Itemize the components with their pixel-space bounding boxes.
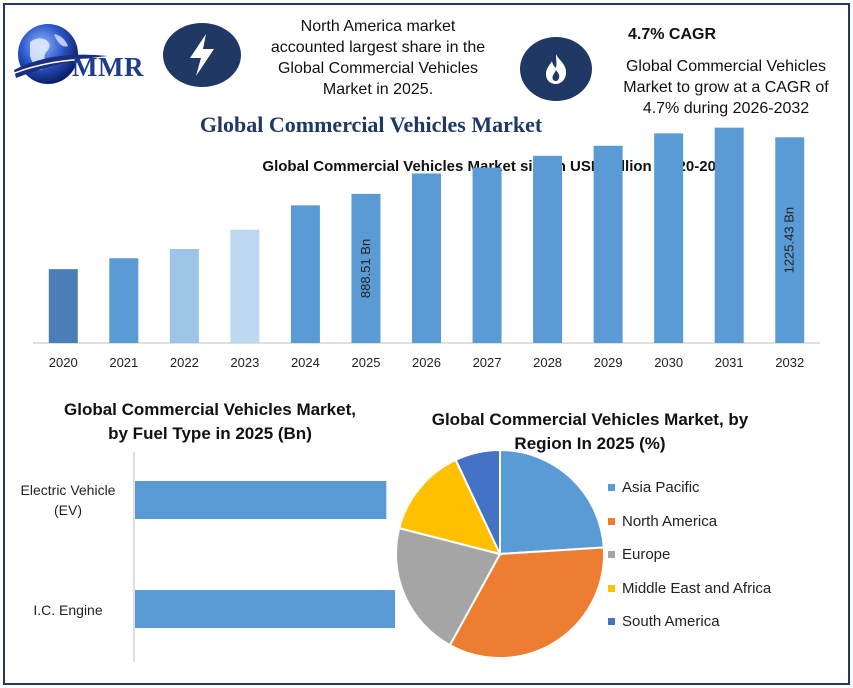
- bar-2031: [714, 127, 744, 343]
- x-tick-label: 2020: [49, 355, 78, 370]
- fuel-type-bar-chart: [133, 452, 395, 662]
- category-label-ic-engine: I.C. Engine: [33, 602, 103, 618]
- legend-swatch: [608, 584, 615, 592]
- label-line: (EV): [54, 502, 82, 518]
- bar-2029: [593, 145, 623, 343]
- x-tick-label: 2021: [109, 355, 138, 370]
- bar-2025: [351, 193, 381, 343]
- legend-label: North America: [622, 512, 718, 530]
- bar-2024: [290, 205, 320, 343]
- cagr-title: 4.7% CAGR: [628, 26, 717, 43]
- legend-label: Middle East and Africa: [622, 579, 772, 597]
- x-tick-label: 2026: [412, 355, 441, 370]
- category-label-ev: Electric Vehicle (EV): [8, 480, 128, 520]
- data-label: 1225.43 Bn: [782, 207, 797, 274]
- x-tick-label: 2029: [594, 355, 623, 370]
- cagr-info: Global Commercial Vehicles Market to gro…: [605, 56, 847, 119]
- label-line: Electric Vehicle: [20, 482, 116, 498]
- legend-item: South America: [608, 605, 771, 639]
- bar-2022: [169, 249, 199, 343]
- x-tick-label: 2031: [715, 355, 744, 370]
- legend-swatch: [608, 618, 615, 626]
- legend-swatch: [608, 484, 615, 492]
- x-tick-label: 2030: [654, 355, 683, 370]
- info-line: Global Commercial Vehicles: [625, 58, 827, 75]
- title-line: by Fuel Type in 2025 (Bn): [108, 424, 312, 443]
- bar-2028: [533, 155, 563, 343]
- pie-slice-3: [398, 458, 502, 556]
- bar-2027: [472, 167, 502, 343]
- region-chart-title: Global Commercial Vehicles Market, by Re…: [410, 408, 770, 456]
- legend-item: Europe: [608, 538, 771, 572]
- title-line: Global Commercial Vehicles Market, by: [431, 410, 749, 429]
- x-tick-label: 2028: [533, 355, 562, 370]
- x-tick-label: 2027: [473, 355, 502, 370]
- info-line: Market in 2025.: [322, 81, 434, 98]
- pie-slice-2: [395, 526, 502, 647]
- info-line: 4.7% during 2026-2032: [642, 100, 810, 117]
- x-tick-label: 2023: [230, 355, 259, 370]
- bar-2032: [775, 137, 805, 343]
- fuel-type-chart-title: Global Commercial Vehicles Market, by Fu…: [20, 398, 400, 446]
- legend-label: Europe: [622, 546, 671, 564]
- legend-swatch: [608, 517, 615, 525]
- x-tick-label: 2024: [291, 355, 320, 370]
- x-tick-label: 2022: [170, 355, 199, 370]
- legend-item: Asia Pacific: [608, 471, 771, 505]
- fuel-bar-1: [135, 590, 395, 628]
- bar-2030: [654, 133, 684, 343]
- info-line: North America market: [300, 18, 456, 35]
- info-line: accounted largest share in the: [270, 39, 486, 56]
- globe-icon: [11, 24, 113, 84]
- x-tick-label: 2032: [775, 355, 804, 370]
- data-label: 888.51 Bn: [358, 239, 373, 298]
- north-america-info: North America market accounted largest s…: [248, 16, 508, 100]
- legend-label: Asia Pacific: [622, 479, 700, 497]
- flame-icon: [520, 37, 592, 101]
- pie-slice-4: [454, 448, 501, 555]
- legend-item: Middle East and Africa: [608, 572, 771, 606]
- title-line: Region In 2025 (%): [514, 434, 666, 453]
- fuel-bar-0: [135, 481, 387, 519]
- main-title: Global Commercial Vehicles Market: [199, 112, 543, 137]
- lightning-bolt-icon: [163, 23, 241, 87]
- legend-swatch: [608, 551, 615, 559]
- title-line: Global Commercial Vehicles Market,: [64, 400, 356, 419]
- bar-2021: [109, 258, 139, 343]
- info-line: Market to grow at a CAGR of: [623, 79, 829, 96]
- brand-name: MMR: [72, 52, 144, 82]
- info-line: Global Commercial Vehicles: [277, 60, 479, 77]
- region-pie-chart: [395, 448, 605, 659]
- region-legend: Asia Pacific North America Europe Middle Ea…: [608, 471, 771, 639]
- mmr-logo: MMR: [11, 20, 162, 88]
- pie-slice-0: [499, 448, 605, 556]
- x-tick-label: 2025: [352, 355, 381, 370]
- bar-2023: [230, 229, 260, 343]
- bar-2020: [48, 269, 78, 343]
- legend-label: South America: [622, 613, 720, 631]
- market-size-bar-chart: 2020 2021 2022 2023 2024 2025 888.51 Bn 2026 202…: [33, 127, 820, 370]
- legend-item: North America: [608, 505, 771, 539]
- bar-2026: [412, 173, 441, 343]
